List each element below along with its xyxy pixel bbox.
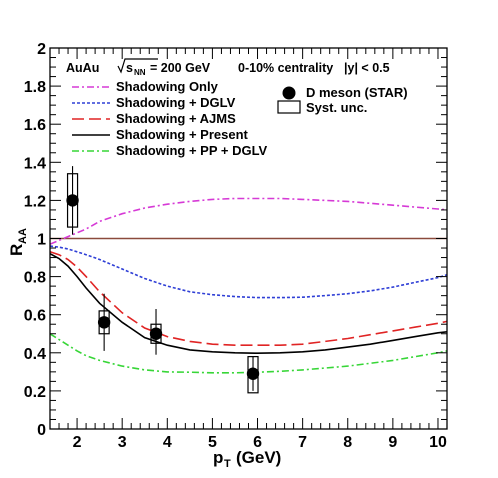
x-tick-label-6: 6 <box>253 434 262 451</box>
axis-ticks: 2 3 4 5 6 7 8 9 10 0 0.2 0.4 0.6 0.8 1 1.2 1.4 1.6 1.8 2 <box>24 41 447 451</box>
legend-label-shadowing-only: Shadowing Only <box>116 79 219 94</box>
data-point-3 <box>246 367 260 380</box>
x-tick-label-4: 4 <box>163 434 172 451</box>
x-tick-label-8: 8 <box>343 434 352 451</box>
series-line-shadowing-ajms <box>49 251 448 346</box>
x-axis-title-sub: T <box>224 458 231 470</box>
y-axis-title-sub: AA <box>17 228 29 244</box>
y-tick-label-3: 0.6 <box>24 308 46 325</box>
data-point-0 <box>66 194 79 207</box>
x-tick-label-3: 3 <box>118 434 127 451</box>
data-point-2 <box>149 327 163 340</box>
x-tick-label-10: 10 <box>429 434 447 451</box>
legend-dmeson-marker <box>282 86 296 100</box>
legend-label-shadowing-pp-dglv: Shadowing + PP + DGLV <box>116 143 268 158</box>
measurement-points <box>66 166 260 394</box>
series-line-shadowing-only <box>49 197 448 245</box>
y-tick-label-8: 1.6 <box>24 117 46 134</box>
y-tick-label-0: 0 <box>37 422 46 439</box>
legend-label-shadowing-ajms: Shadowing + AJMS <box>116 111 236 126</box>
header-centrality: 0-10% centrality <box>238 61 333 75</box>
header-rapidity: |y| < 0.5 <box>344 61 390 75</box>
y-tick-label-2: 0.4 <box>24 346 46 363</box>
x-tick-label-9: 9 <box>388 434 397 451</box>
model-curves <box>49 197 448 374</box>
y-tick-label-6: 1.2 <box>24 193 46 210</box>
legend-label-shadowing-dglv: Shadowing + DGLV <box>116 95 236 110</box>
legend-measurement: D meson (STAR) Syst. unc. <box>277 85 408 115</box>
legend-label-shadowing-present: Shadowing + Present <box>116 127 249 142</box>
series-line-shadowing-pp-dglv <box>49 333 448 374</box>
sqrt-symbol-icon <box>117 58 158 74</box>
y-axis-title: R AA <box>7 228 29 256</box>
header-energy: s NN = 200 GeV <box>117 58 211 77</box>
y-tick-label-7: 1.4 <box>24 155 46 172</box>
y-tick-label-9: 1.8 <box>24 79 46 96</box>
x-tick-label-5: 5 <box>208 434 217 451</box>
legend-syst-label: Syst. unc. <box>306 100 367 115</box>
data-point-1 <box>97 316 111 329</box>
x-axis-title-unit: (GeV) <box>236 448 281 467</box>
series-line-shadowing-present <box>49 252 448 355</box>
x-axis-title: p T (GeV) <box>213 448 281 470</box>
header-system: AuAu <box>66 61 99 75</box>
y-axis-title-main: R <box>7 244 26 256</box>
x-axis-title-main: p <box>213 448 223 467</box>
header-energy-value: = 200 GeV <box>150 61 211 75</box>
legend-dmeson-label: D meson (STAR) <box>306 85 408 100</box>
y-tick-label-4: 0.8 <box>24 270 46 287</box>
legend-syst-marker <box>277 100 301 114</box>
x-tick-label-2: 2 <box>73 434 82 451</box>
y-tick-label-5: 1 <box>37 232 46 249</box>
header-energy-sub: NN <box>134 68 146 77</box>
series-line-shadowing-dglv <box>49 245 448 299</box>
x-tick-label-7: 7 <box>298 434 307 451</box>
y-tick-label-10: 2 <box>37 41 46 58</box>
y-tick-label-1: 0.2 <box>24 384 46 401</box>
header-energy-s: s <box>126 61 133 75</box>
